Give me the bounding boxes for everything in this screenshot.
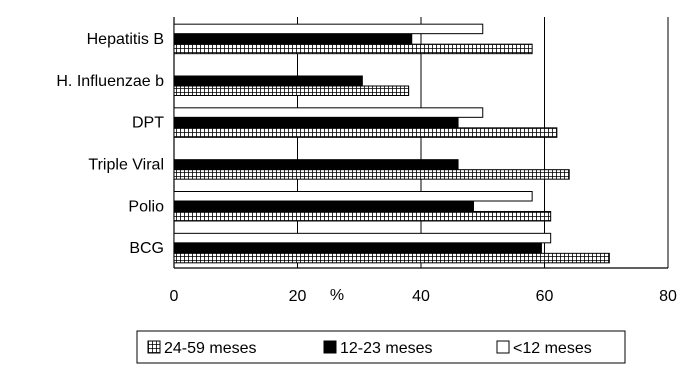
x-tick-labels: 0 20 40 60 80 — [170, 288, 677, 305]
bar-0-0 — [173, 23, 484, 35]
bar-3-1 — [173, 159, 459, 170]
bar-1-1 — [173, 75, 363, 86]
x-tick-label: 60 — [536, 288, 554, 305]
legend-label: 24-59 meses — [164, 340, 257, 357]
bar-3-2 — [173, 169, 570, 180]
x-tick-label: 0 — [170, 288, 179, 305]
category-label: Polio — [128, 198, 164, 215]
plot-frame — [173, 17, 668, 269]
legend-swatch — [147, 340, 161, 354]
category-label: H. Influenzae b — [56, 73, 164, 90]
legend-box — [136, 330, 626, 364]
x-axis-label: % — [330, 287, 344, 304]
category-label: DPT — [132, 115, 164, 132]
category-label: Triple Viral — [88, 156, 164, 173]
bar-2-2 — [173, 127, 558, 138]
bar-2-0 — [173, 107, 484, 118]
legend-label: <12 meses — [513, 340, 592, 357]
bar-2-1 — [173, 117, 459, 128]
category-label: BCG — [129, 240, 164, 257]
bar-5-0 — [173, 232, 552, 244]
gridlines — [297, 17, 669, 268]
x-tick-label: 80 — [659, 288, 677, 305]
x-tick-label: 20 — [289, 288, 307, 305]
legend-swatch — [323, 340, 337, 354]
bar-5-2 — [173, 252, 610, 264]
legend-swatch — [496, 340, 510, 354]
bar-0-1 — [173, 33, 413, 45]
bar-4-1 — [173, 201, 474, 212]
legend-label: 12-23 meses — [340, 340, 433, 357]
bar-4-0 — [173, 191, 533, 202]
bars — [173, 23, 610, 264]
bar-0-2 — [173, 43, 533, 55]
x-tick-label: 40 — [412, 288, 430, 305]
bar-1-2 — [173, 85, 410, 96]
bar-4-2 — [173, 211, 552, 222]
category-labels: Hepatitis B H. Influenzae b DPT Triple Vira… — [56, 31, 164, 257]
category-label: Hepatitis B — [87, 31, 164, 48]
legend: 24-59 meses 12-23 meses <12 meses — [136, 330, 626, 364]
bar-5-1 — [173, 242, 542, 254]
